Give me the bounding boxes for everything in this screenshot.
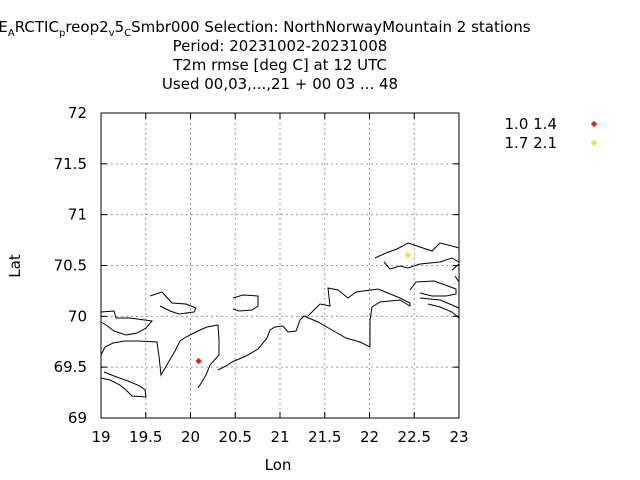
legend-label: 1.0 1.4 [505, 115, 557, 133]
data-points [195, 252, 412, 365]
y-tick-label: 70.5 [54, 257, 87, 275]
coastline-mainland-east [217, 287, 411, 371]
x-tick-label: 20 [181, 428, 200, 446]
legend-marker [590, 120, 598, 128]
title-line-1: MEARCTICpreop2v5CSmbr000 Selection: Nort… [0, 18, 531, 39]
legend-label: 1.7 2.1 [505, 134, 557, 152]
x-tick-labels: 19 19.5 20 20.5 21 21.5 22 22.5 23 [91, 428, 468, 446]
y-axis-label: Lat [6, 254, 24, 278]
y-tick-labels: 69 69.5 70 70.5 71 71.5 72 [54, 104, 87, 427]
x-tick-label: 23 [449, 428, 468, 446]
coastline-mainland-west [100, 324, 220, 389]
x-tick-label: 22 [360, 428, 379, 446]
y-tick-label: 71.5 [54, 155, 87, 173]
coastline-east-edge [451, 262, 460, 284]
data-point [195, 357, 202, 365]
x-tick-label: 19 [91, 428, 110, 446]
legend-marker [590, 139, 598, 147]
data-point [404, 252, 412, 259]
coastline-island-2 [232, 294, 259, 312]
coastline-island-1 [149, 291, 197, 315]
coastline-south [100, 368, 147, 398]
chart-title: MEARCTICpreop2v5CSmbr000 Selection: Nort… [0, 18, 531, 93]
y-tick-label: 69 [68, 409, 87, 427]
y-tick-label: 70 [68, 307, 87, 325]
x-tick-label: 21 [270, 428, 289, 446]
coastline-east-island [409, 280, 457, 297]
title-line-3: T2m rmse [deg C] at 12 UTC [172, 56, 387, 74]
x-tick-label: 22.5 [398, 428, 431, 446]
plot-frame [100, 112, 460, 419]
x-tick-label: 19.5 [129, 428, 162, 446]
coastline-west [100, 310, 153, 336]
x-tick-label: 20.5 [219, 428, 252, 446]
y-tick-label: 71 [68, 206, 87, 224]
title-line-4: Used 00,03,...,21 + 00 03 ... 48 [162, 75, 398, 93]
x-axis-label: Lon [265, 456, 292, 474]
grid [100, 112, 460, 419]
coastline-east-peninsula [419, 297, 460, 320]
legend: 1.0 1.41.7 2.1 [505, 115, 598, 152]
y-tick-label: 72 [68, 104, 87, 122]
title-line-2: Period: 20231002-20231008 [173, 37, 388, 55]
y-tick-label: 69.5 [54, 358, 87, 376]
x-tick-label: 21.5 [308, 428, 341, 446]
